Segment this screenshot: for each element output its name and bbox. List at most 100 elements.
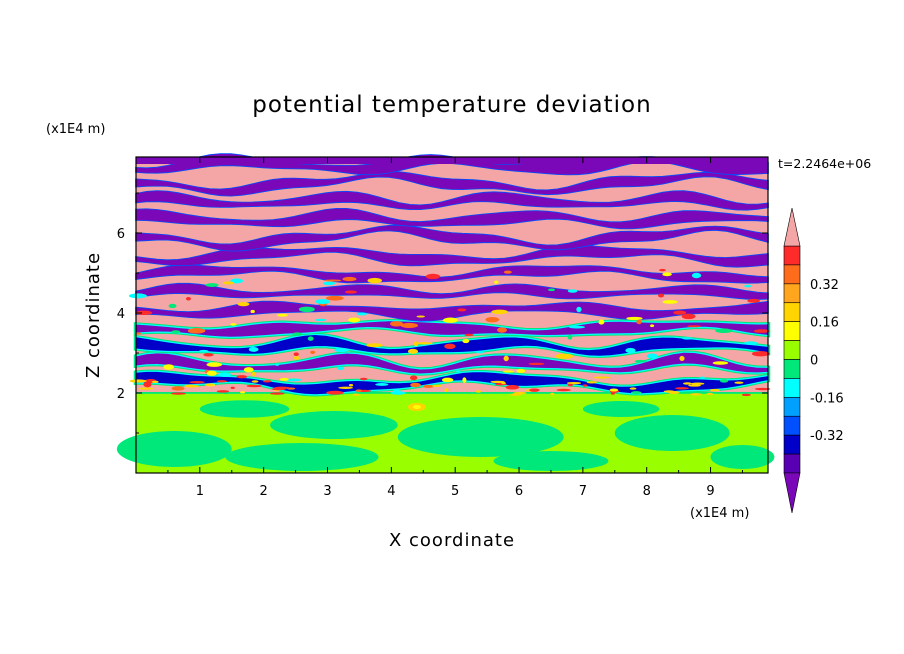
speckle (548, 288, 556, 292)
transition-speckle (586, 381, 598, 384)
transition-speckle (690, 393, 703, 396)
speckle (634, 359, 647, 363)
speckle (248, 346, 259, 352)
colorbar-label: 0.16 (810, 316, 839, 331)
colorbar-band (783, 415, 801, 436)
transition-speckle (709, 388, 721, 392)
transition-speckle (230, 386, 235, 390)
colorbar-band (783, 397, 801, 417)
speckle (456, 370, 461, 373)
speckle (719, 379, 729, 383)
speckle (491, 309, 509, 315)
speckle (128, 293, 147, 299)
speckle (593, 376, 611, 379)
transition-speckle (629, 387, 637, 390)
speckle (747, 298, 761, 303)
colorbar-label: 0.32 (810, 278, 839, 293)
speckle (251, 371, 256, 377)
transition-speckle (582, 384, 588, 387)
speckle (744, 284, 752, 288)
speckle (410, 382, 421, 388)
speckle (662, 272, 672, 277)
speckle (240, 391, 246, 394)
colorbar-label: -0.32 (810, 429, 844, 444)
x-axis-title: X coordinate (389, 530, 515, 551)
speckle (356, 312, 368, 316)
colorbar-band (783, 264, 801, 285)
speckle (230, 323, 237, 326)
speckle (626, 316, 643, 321)
speckle (609, 388, 619, 392)
speckle (310, 350, 316, 354)
speckle (659, 268, 666, 272)
transition-speckle (251, 380, 259, 383)
x-tick-label: 3 (323, 484, 331, 499)
speckle (464, 333, 474, 337)
transition-speckle (274, 386, 291, 390)
colorbar-band (783, 434, 801, 455)
speckle (400, 322, 419, 329)
speckle (567, 383, 573, 387)
colorbar-band (783, 321, 801, 341)
speckle (206, 370, 217, 376)
transition-speckle (170, 392, 186, 395)
speckle (342, 276, 357, 282)
transition-speckle (691, 382, 705, 385)
chart-title: potential temperature deviation (252, 92, 651, 118)
speckle (631, 391, 642, 395)
y-tick-label: 2 (117, 387, 125, 402)
speckle (528, 362, 545, 366)
x-axis: 1 2 3 4 5 6 7 8 9 (167, 157, 743, 499)
colorbar-band (783, 453, 801, 474)
speckle (485, 316, 500, 323)
y-axis: 2 4 6 (117, 192, 768, 434)
speckle (243, 367, 254, 373)
transition-speckle (352, 393, 360, 396)
speckle (503, 370, 515, 373)
speckle (441, 377, 454, 383)
speckle (171, 386, 185, 391)
transition-speckle (432, 384, 443, 388)
speckle (568, 325, 586, 329)
colorbar: 0.32 0.16 0 -0.16 -0.32 (783, 207, 844, 514)
speckle (206, 362, 223, 367)
x-tick-label: 4 (387, 484, 395, 499)
colorbar-label: -0.16 (810, 391, 844, 406)
speckle (324, 279, 342, 282)
speckle (576, 306, 582, 313)
speckle (646, 353, 658, 359)
speckle (442, 317, 459, 323)
speckle (203, 353, 214, 357)
speckle (307, 336, 314, 341)
speckle (503, 355, 509, 362)
speckle (662, 300, 678, 304)
transition-speckle (490, 380, 505, 384)
lower-layer-patch (493, 451, 609, 471)
speckle (293, 352, 299, 357)
transition-speckle (246, 384, 262, 388)
lower-layer-patch (270, 411, 398, 439)
transition-speckle (513, 391, 527, 395)
speckle (315, 299, 330, 305)
speckle (496, 327, 508, 333)
transition-speckle (204, 383, 215, 386)
colorbar-band (783, 302, 801, 322)
speckle (598, 319, 605, 325)
speckle (682, 337, 693, 340)
transition-speckle (270, 392, 285, 395)
speckle (392, 389, 400, 392)
speckle (337, 366, 345, 371)
speckle (298, 306, 315, 313)
band-purple (136, 225, 768, 251)
speckle (143, 381, 152, 388)
plot-frame (135, 156, 769, 474)
speckle (366, 343, 383, 348)
lower-layer-patch (225, 443, 379, 471)
transition-speckle (734, 381, 744, 384)
speckle (163, 364, 174, 370)
lower-layer-patch (199, 400, 290, 418)
speckle (555, 353, 574, 359)
colorbar-band (783, 378, 801, 398)
speckle (516, 368, 526, 373)
speckle (277, 313, 288, 317)
